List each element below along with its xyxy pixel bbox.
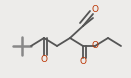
Text: O: O <box>91 41 99 50</box>
Text: O: O <box>40 55 48 63</box>
Text: O: O <box>80 57 86 67</box>
Text: O: O <box>91 6 99 15</box>
